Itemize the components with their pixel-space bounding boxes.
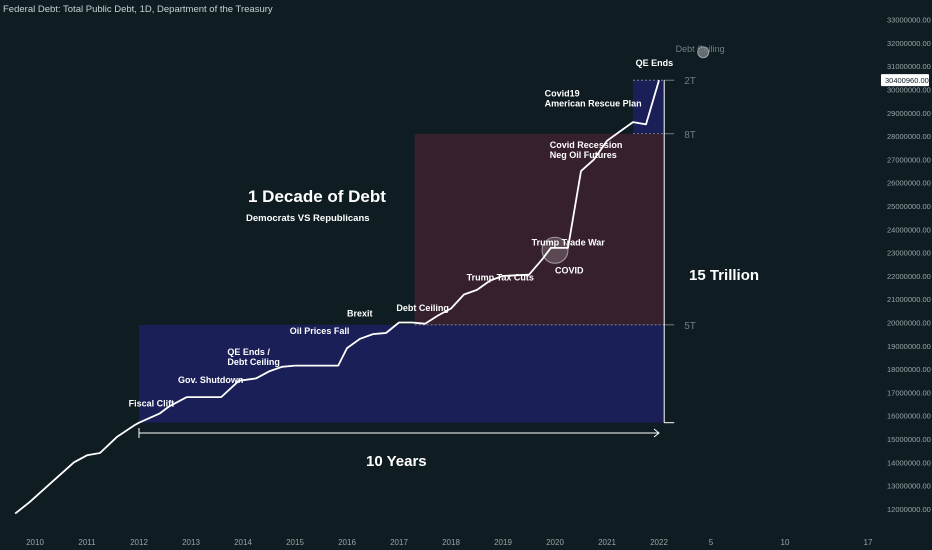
y-tick-label-2: 14000000.00 <box>887 458 931 467</box>
annotation-10: Covid19 American Rescue Plan <box>545 88 642 108</box>
level-label-8T: 8T <box>684 130 696 141</box>
x-tick-label-6: 2016 <box>338 538 356 547</box>
x-tick-label-13: 5 <box>709 538 714 547</box>
annotation-1: Gov. Shutdown <box>178 375 243 385</box>
level-label-2T: 2T <box>684 76 696 87</box>
debt-series-line <box>14 79 660 515</box>
annotation-line: Trump Trade War <box>532 238 606 248</box>
annotation-12: Debt Ceiling <box>676 44 725 54</box>
x-tick-label-2: 2012 <box>130 538 148 547</box>
x-tick-label-15: 17 <box>864 538 873 547</box>
annotation-line: Gov. Shutdown <box>178 375 243 385</box>
headline-title: 1 Decade of Debt <box>248 187 386 206</box>
x-tick-label-8: 2018 <box>442 538 460 547</box>
last-value-box <box>881 74 929 87</box>
chart-title: Federal Debt: Total Public Debt, 1D, Dep… <box>3 4 273 15</box>
annotation-6: Trump Tax Cuts <box>467 273 534 283</box>
annotation-line: COVID <box>555 266 584 276</box>
annotation-line: American Rescue Plan <box>545 98 642 108</box>
headline-subtitle: Democrats VS Republicans <box>246 213 370 224</box>
annotation-line: Trump Tax Cuts <box>467 273 534 283</box>
y-tick-label-4: 16000000.00 <box>887 412 931 421</box>
covid-marker-circle <box>541 236 569 264</box>
y-tick-label-18: 30000000.00 <box>887 86 931 95</box>
y-tick-label-9: 21000000.00 <box>887 295 931 304</box>
y-tick-label-8: 20000000.00 <box>887 319 931 328</box>
annotation-8: COVID <box>555 266 584 276</box>
y-tick-label-12: 24000000.00 <box>887 225 931 234</box>
annotation-7: Trump Trade War <box>532 238 606 248</box>
y-tick-label-6: 18000000.00 <box>887 365 931 374</box>
y-tick-label-14: 26000000.00 <box>887 179 931 188</box>
y-tick-label-5: 17000000.00 <box>887 388 931 397</box>
x-tick-label-7: 2017 <box>390 538 408 547</box>
x-tick-label-4: 2014 <box>234 538 252 547</box>
shaded-band-1 <box>414 133 665 325</box>
annotation-4: Brexit <box>347 309 373 319</box>
x-tick-label-10: 2020 <box>546 538 564 547</box>
annotation-line: QE Ends / <box>227 347 270 357</box>
x-tick-label-1: 2011 <box>78 538 96 547</box>
x-tick-label-0: 2010 <box>26 538 44 547</box>
x-tick-label-9: 2019 <box>494 538 512 547</box>
y-tick-label-21: 33000000.00 <box>887 16 931 25</box>
x-tick-label-14: 10 <box>781 538 790 547</box>
x-tick-label-11: 2021 <box>598 538 616 547</box>
annotation-line: Debt Ceiling <box>676 44 725 54</box>
shaded-band-0 <box>139 324 665 423</box>
level-label-5T: 5T <box>684 321 696 332</box>
y-tick-label-1: 13000000.00 <box>887 482 931 491</box>
y-tick-label-20: 32000000.00 <box>887 39 931 48</box>
annotation-line: Covid19 <box>545 88 580 98</box>
y-tick-label-19: 31000000.00 <box>887 62 931 71</box>
annotation-line: Debt Ceiling <box>227 357 280 367</box>
annotation-line: QE Ends <box>636 58 674 68</box>
annotation-line: Oil Prices Fall <box>290 326 350 336</box>
annotation-9: Covid Recession Neg Oil Futures <box>550 140 623 160</box>
y-tick-label-15: 27000000.00 <box>887 155 931 164</box>
x-tick-label-3: 2013 <box>182 538 200 547</box>
y-tick-label-11: 23000000.00 <box>887 249 931 258</box>
y-tick-label-17: 29000000.00 <box>887 109 931 118</box>
annotation-line: Brexit <box>347 309 373 319</box>
shaded-band-2 <box>633 80 665 134</box>
annotation-0: Fiscal Clift <box>129 398 175 408</box>
span-label-vertical: 15 Trillion <box>689 267 759 284</box>
annotation-line: Debt Ceiling <box>396 303 449 313</box>
y-tick-label-16: 28000000.00 <box>887 132 931 141</box>
annotation-line: Neg Oil Futures <box>550 150 617 160</box>
last-value-label: 30400960.00 <box>885 76 929 85</box>
y-tick-label-13: 25000000.00 <box>887 202 931 211</box>
annotation-5: Debt Ceiling <box>396 303 449 313</box>
y-tick-label-3: 15000000.00 <box>887 435 931 444</box>
span-label-horizontal: 10 Years <box>366 453 427 470</box>
debt-ceiling-marker-circle <box>697 46 710 59</box>
y-tick-label-7: 19000000.00 <box>887 342 931 351</box>
x-tick-label-5: 2015 <box>286 538 304 547</box>
annotation-line: Covid Recession <box>550 140 623 150</box>
annotation-2: QE Ends / Debt Ceiling <box>227 347 280 367</box>
y-tick-label-0: 12000000.00 <box>887 505 931 514</box>
annotation-3: Oil Prices Fall <box>290 326 350 336</box>
annotation-11: QE Ends <box>636 58 674 68</box>
x-tick-label-12: 2022 <box>650 538 668 547</box>
horizontal-span-arrowhead <box>653 428 660 438</box>
y-tick-label-10: 22000000.00 <box>887 272 931 281</box>
annotation-line: Fiscal Clift <box>129 398 175 408</box>
